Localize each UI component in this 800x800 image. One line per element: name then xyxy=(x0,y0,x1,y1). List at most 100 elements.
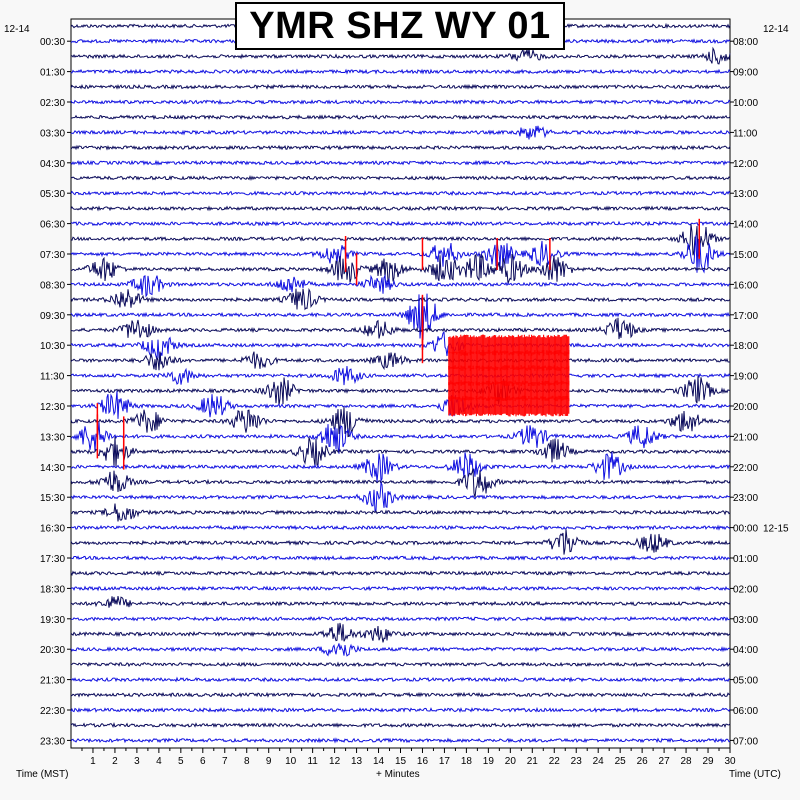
left-time-label: 21:30 xyxy=(40,676,65,687)
left-time-label: 20:30 xyxy=(40,645,65,656)
trace-line xyxy=(70,406,731,438)
left-time-label: 17:30 xyxy=(40,554,65,565)
trace-line xyxy=(70,481,731,512)
right-time-label: 23:00 xyxy=(733,493,758,504)
left-time-label: 06:30 xyxy=(40,220,65,231)
right-time-label: 21:00 xyxy=(733,432,758,443)
x-tick-label: 22 xyxy=(549,756,561,767)
left-axis-title: Time (MST) xyxy=(16,769,68,780)
x-tick-label: 19 xyxy=(483,756,495,767)
clipped-overlay-group xyxy=(96,218,700,470)
trace-line xyxy=(70,159,731,166)
left-time-label: 04:30 xyxy=(40,159,65,170)
x-tick-label: 25 xyxy=(615,756,627,767)
trace-line xyxy=(70,555,731,562)
x-tick-label: 16 xyxy=(417,756,429,767)
clipped-block xyxy=(448,395,570,417)
trace-line xyxy=(70,615,731,622)
x-tick-label: 6 xyxy=(200,756,206,767)
trace-line xyxy=(70,46,731,65)
right-time-label: 00:00 xyxy=(733,524,758,535)
x-tick-label: 23 xyxy=(571,756,583,767)
left-time-label: 05:30 xyxy=(40,189,65,200)
right-time-label: 13:00 xyxy=(733,189,758,200)
trace-line xyxy=(70,676,731,683)
trace-line xyxy=(70,596,731,608)
left-time-label: 08:30 xyxy=(40,280,65,291)
x-tick-label: 30 xyxy=(724,756,736,767)
right-time-label: 07:00 xyxy=(733,736,758,747)
trace-line xyxy=(70,224,731,257)
right-time-label: 04:00 xyxy=(733,645,758,656)
trace-line xyxy=(70,287,731,311)
trace-line xyxy=(70,174,731,182)
trace-line xyxy=(70,253,731,284)
x-tick-label: 29 xyxy=(702,756,714,767)
trace-line xyxy=(70,622,731,643)
right-time-axis: 08:00 09:00 10:00 11:00 12:00 13:00 14:00 15:00… xyxy=(730,37,789,747)
left-time-label: 18:30 xyxy=(40,584,65,595)
x-tick-label: 27 xyxy=(659,756,671,767)
left-time-label: 12:30 xyxy=(40,402,65,413)
trace-line xyxy=(70,529,731,555)
right-time-label: 02:00 xyxy=(733,584,758,595)
left-time-label: 13:30 xyxy=(40,432,65,443)
x-tick-label: 17 xyxy=(439,756,451,767)
date-rollover-label: 12-15 xyxy=(763,524,789,535)
trace-line xyxy=(70,451,731,483)
trace-line xyxy=(70,293,731,341)
left-time-label: 16:30 xyxy=(40,524,65,535)
x-tick-label: 3 xyxy=(134,756,140,767)
left-time-label: 00:30 xyxy=(40,37,65,48)
right-time-label: 22:00 xyxy=(733,463,758,474)
trace-line xyxy=(70,220,731,227)
trace-line xyxy=(70,737,731,744)
right-time-label: 11:00 xyxy=(733,128,758,139)
right-time-label: 06:00 xyxy=(733,706,758,717)
trace-line xyxy=(70,190,731,197)
left-time-label: 03:30 xyxy=(40,128,65,139)
right-time-label: 18:00 xyxy=(733,341,758,352)
x-tick-label: 26 xyxy=(637,756,649,767)
trace-line xyxy=(70,351,730,371)
right-time-label: 17:00 xyxy=(733,311,758,322)
right-time-label: 08:00 xyxy=(733,37,758,48)
trace-line xyxy=(70,68,731,75)
x-tick-label: 20 xyxy=(505,756,517,767)
trace-line xyxy=(70,390,731,419)
x-tick-label: 10 xyxy=(285,756,297,767)
x-tick-label: 5 xyxy=(178,756,184,767)
right-axis-title: Time (UTC) xyxy=(729,769,781,780)
left-time-label: 23:30 xyxy=(40,736,65,747)
clipped-block xyxy=(448,349,570,371)
trace-line xyxy=(70,376,731,406)
x-tick-label: 7 xyxy=(222,756,228,767)
left-time-label: 14:30 xyxy=(40,463,65,474)
trace-line xyxy=(70,503,731,522)
date-label-left: 12-14 xyxy=(4,24,30,35)
right-time-label: 01:00 xyxy=(733,554,758,565)
clipped-block xyxy=(448,334,570,356)
left-time-label: 02:30 xyxy=(40,98,65,109)
x-tick-label: 2 xyxy=(112,756,118,767)
x-tick-label: 12 xyxy=(329,756,341,767)
trace-line xyxy=(70,330,730,362)
right-time-label: 12:00 xyxy=(733,159,758,170)
right-time-label: 03:00 xyxy=(733,615,758,626)
right-time-label: 20:00 xyxy=(733,402,758,413)
trace-line xyxy=(70,468,731,498)
x-tick-label: 24 xyxy=(593,756,605,767)
x-tick-label: 1 xyxy=(90,756,96,767)
trace-line xyxy=(70,99,731,106)
right-time-label: 14:00 xyxy=(733,220,758,231)
x-tick-label: 4 xyxy=(156,756,162,767)
x-tick-label: 14 xyxy=(373,756,385,767)
trace-line xyxy=(70,144,731,151)
clipped-block xyxy=(448,380,570,402)
trace-line xyxy=(70,274,731,298)
trace-line xyxy=(70,661,731,668)
left-time-axis: 00:30 01:30 02:30 03:30 04:30 05:30 06:30 07:30… xyxy=(40,37,71,747)
trace-line xyxy=(70,585,731,592)
trace-line xyxy=(70,205,731,212)
